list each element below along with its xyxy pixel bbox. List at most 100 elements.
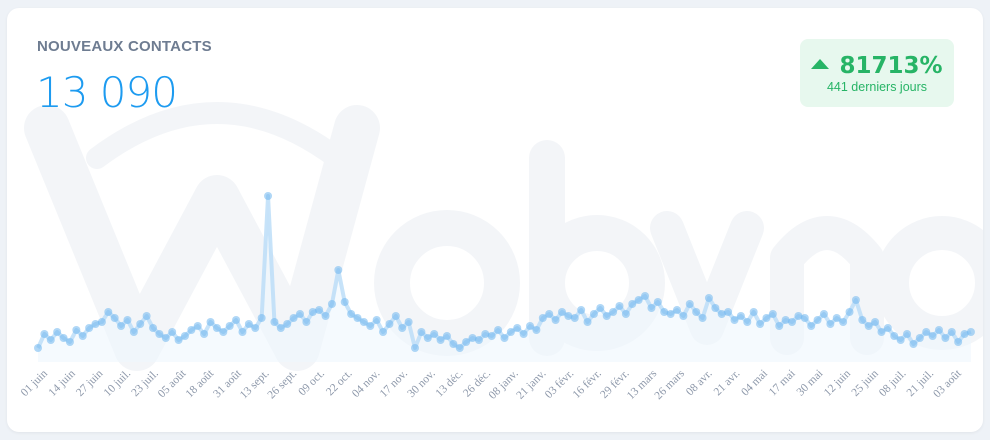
data-point[interactable] (251, 324, 260, 332)
data-point[interactable] (915, 334, 924, 342)
data-point[interactable] (91, 320, 100, 328)
data-point[interactable] (372, 316, 381, 324)
data-point[interactable] (596, 304, 605, 312)
data-point[interactable] (647, 304, 656, 312)
data-point[interactable] (85, 324, 94, 332)
data-point[interactable] (34, 344, 42, 352)
data-point[interactable] (462, 338, 471, 346)
data-point[interactable] (526, 322, 535, 330)
data-point[interactable] (487, 332, 496, 340)
data-point[interactable] (679, 312, 688, 320)
data-point[interactable] (762, 314, 771, 322)
data-point[interactable] (903, 330, 912, 338)
data-point[interactable] (589, 310, 598, 318)
data-point[interactable] (896, 336, 905, 344)
data-point[interactable] (321, 312, 330, 320)
data-point[interactable] (295, 310, 304, 318)
data-point[interactable] (941, 334, 950, 342)
data-point[interactable] (628, 300, 637, 308)
data-point[interactable] (474, 336, 483, 344)
data-point[interactable] (928, 332, 937, 340)
data-point[interactable] (53, 328, 62, 336)
data-point[interactable] (609, 308, 618, 316)
data-point[interactable] (340, 298, 349, 306)
data-point[interactable] (468, 334, 477, 342)
data-point[interactable] (315, 306, 324, 314)
data-point[interactable] (826, 320, 835, 328)
data-point[interactable] (449, 340, 458, 348)
data-point[interactable] (308, 308, 317, 316)
data-point[interactable] (602, 312, 611, 320)
data-point[interactable] (813, 316, 822, 324)
data-point[interactable] (110, 314, 119, 322)
data-point[interactable] (807, 322, 816, 330)
data-point[interactable] (244, 320, 253, 328)
data-point[interactable] (947, 328, 956, 336)
data-point[interactable] (781, 316, 790, 324)
data-point[interactable] (72, 326, 81, 334)
data-point[interactable] (768, 310, 777, 318)
data-point[interactable] (851, 296, 860, 304)
data-point[interactable] (359, 318, 368, 326)
data-point[interactable] (660, 308, 669, 316)
data-point[interactable] (794, 312, 803, 320)
data-point[interactable] (500, 334, 509, 342)
data-point[interactable] (506, 328, 515, 336)
data-point[interactable] (193, 322, 202, 330)
data-point[interactable] (212, 324, 221, 332)
data-point[interactable] (442, 332, 451, 340)
data-point[interactable] (685, 300, 694, 308)
data-point[interactable] (551, 316, 560, 324)
data-point[interactable] (289, 314, 298, 322)
data-point[interactable] (730, 316, 739, 324)
data-point[interactable] (238, 328, 247, 336)
data-point[interactable] (149, 324, 158, 332)
data-point[interactable] (481, 330, 490, 338)
data-point[interactable] (877, 328, 886, 336)
data-point[interactable] (180, 332, 189, 340)
data-point[interactable] (756, 320, 765, 328)
data-point[interactable] (641, 292, 650, 300)
data-point[interactable] (749, 308, 758, 316)
data-point[interactable] (954, 338, 963, 346)
data-point[interactable] (379, 328, 388, 336)
data-point[interactable] (136, 320, 145, 328)
data-point[interactable] (65, 338, 74, 346)
data-point[interactable] (871, 318, 880, 326)
data-point[interactable] (436, 336, 445, 344)
data-point[interactable] (532, 326, 541, 334)
data-point[interactable] (653, 298, 662, 306)
data-point[interactable] (334, 266, 343, 274)
data-point[interactable] (577, 306, 586, 314)
data-point[interactable] (564, 312, 573, 320)
data-point[interactable] (142, 312, 151, 320)
data-point[interactable] (123, 316, 132, 324)
data-point[interactable] (430, 330, 439, 338)
data-point[interactable] (960, 330, 969, 338)
data-point[interactable] (270, 318, 279, 326)
data-point[interactable] (538, 314, 547, 322)
data-point[interactable] (327, 300, 336, 308)
data-point[interactable] (494, 326, 503, 334)
data-point[interactable] (46, 336, 55, 344)
data-point[interactable] (845, 308, 854, 316)
data-point[interactable] (161, 334, 170, 342)
data-point[interactable] (832, 314, 841, 322)
data-point[interactable] (187, 326, 196, 334)
data-point[interactable] (922, 328, 931, 336)
data-point[interactable] (264, 192, 273, 200)
data-point[interactable] (59, 334, 68, 342)
data-point[interactable] (225, 322, 234, 330)
data-point[interactable] (411, 344, 420, 352)
data-point[interactable] (800, 314, 809, 322)
data-point[interactable] (934, 326, 943, 334)
data-point[interactable] (698, 314, 707, 322)
data-point[interactable] (545, 310, 554, 318)
data-point[interactable] (302, 318, 311, 326)
data-point[interactable] (583, 318, 592, 326)
data-point[interactable] (557, 308, 566, 316)
data-point[interactable] (385, 320, 394, 328)
data-point[interactable] (711, 304, 720, 312)
data-point[interactable] (883, 324, 892, 332)
data-point[interactable] (353, 314, 362, 322)
